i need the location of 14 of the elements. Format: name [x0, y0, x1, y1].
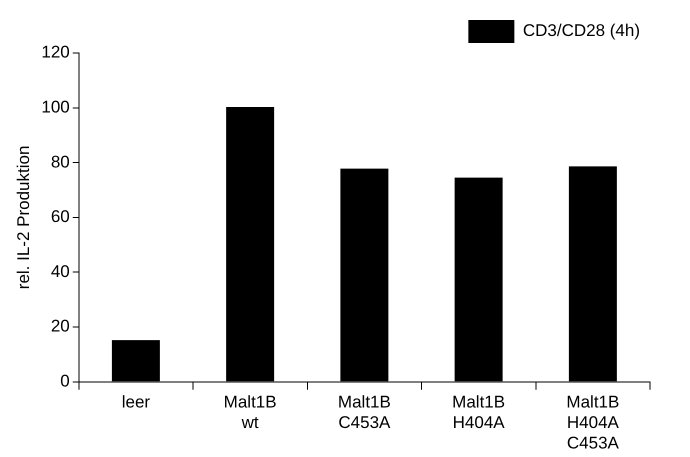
y-tick-label: 80 — [50, 152, 70, 172]
y-tick-label: 20 — [50, 316, 70, 336]
x-tick-label: Malt1B C453A — [338, 392, 392, 432]
y-tick-label: 120 — [41, 42, 70, 62]
x-tick-label: leer — [122, 392, 150, 412]
y-tick-label: 100 — [41, 97, 70, 116]
legend-label: CD3/CD28 (4h) — [522, 21, 640, 40]
y-tick-label: 60 — [50, 207, 70, 226]
y-tick-label: 40 — [50, 262, 70, 281]
y-axis-title: rel. IL-2 Produktion — [14, 146, 33, 290]
x-tick-label: Malt1B wt — [224, 392, 277, 432]
y-tick-label: 0 — [60, 371, 70, 390]
x-tick-label: Malt1B H404A — [452, 392, 506, 432]
x-tick-label: Malt1B H404A C453A — [566, 392, 620, 452]
